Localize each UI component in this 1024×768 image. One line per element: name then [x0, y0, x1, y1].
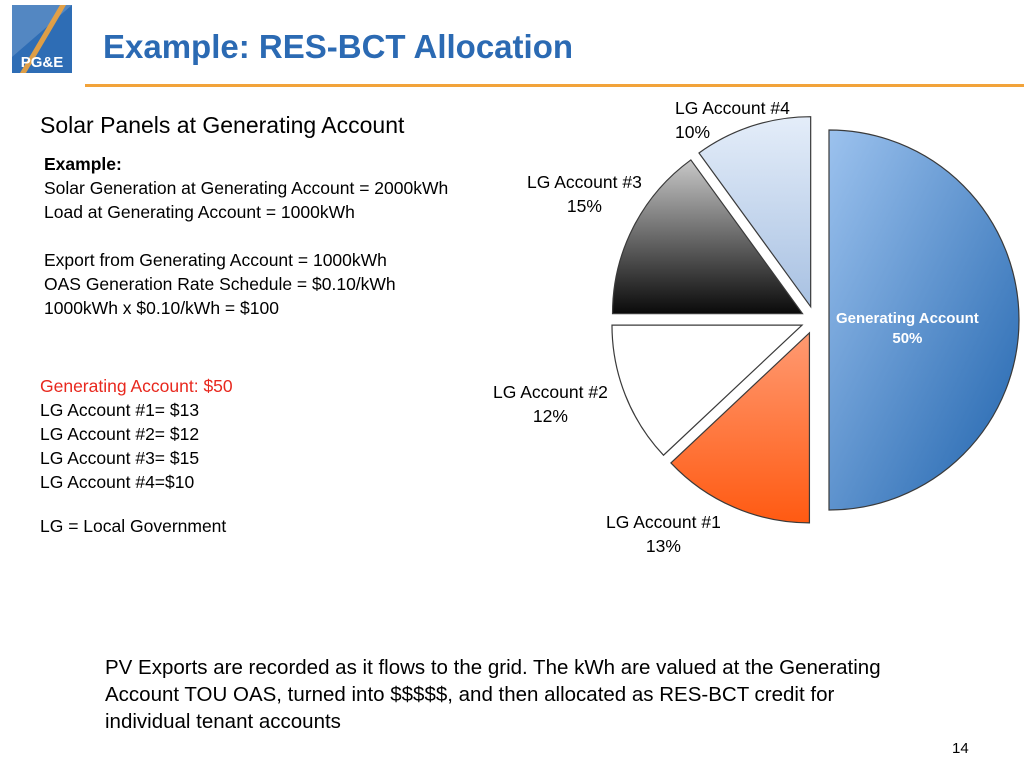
slice-value-text: 13% [645, 536, 681, 556]
slice-label-text: LG Account #4 [675, 98, 790, 118]
footer-note: PV Exports are recorded as it flows to t… [105, 656, 881, 733]
section-subtitle: Solar Panels at Generating Account [40, 112, 405, 138]
slice-label-text: LG Account #2 [493, 382, 608, 402]
logo-text: PG&E [21, 54, 64, 71]
example-line: Export from Generating Account = 1000kWh [44, 250, 387, 270]
slice-lg-account-4 [698, 116, 812, 309]
pge-logo: PG&E [12, 5, 72, 73]
example-block: Example: Solar Generation at Generating … [44, 152, 448, 320]
allocation-item: Generating Account: $50 [40, 376, 233, 396]
allocation-item: LG Account #2= $12 [40, 424, 200, 444]
title-divider [85, 84, 1024, 87]
allocation-item: LG Account #3= $15 [40, 448, 200, 468]
page-title: Example: RES-BCT Allocation [103, 28, 574, 65]
slice-value-text: 12% [532, 406, 568, 426]
slice-label-text: LG Account #3 [527, 172, 642, 192]
slice-value-text: 10% [675, 122, 711, 142]
slice-lg-account-1 [670, 331, 811, 524]
slice-label-text: LG Account #1 [606, 512, 721, 532]
slice-label-generating: Generating Account 50% [836, 309, 979, 349]
slice-label-lg4: LG Account #4 10% [675, 96, 790, 144]
page-number: 14 [952, 740, 969, 757]
example-line: 1000kWh x $0.10/kWh = $100 [44, 298, 279, 318]
slice-label-text: Generating Account [836, 310, 979, 327]
slice-value-text: 50% [892, 330, 923, 347]
slice-lg-account-2 [611, 324, 804, 457]
lg-definition: LG = Local Government [40, 516, 227, 536]
allocation-item: LG Account #1= $13 [40, 400, 200, 420]
allocation-list: Generating Account: $50 LG Account #1= $… [40, 374, 233, 494]
slice-label-lg3: LG Account #3 15% [527, 170, 642, 218]
example-heading: Example: [44, 154, 122, 174]
slice-generating-account [828, 129, 1020, 511]
allocation-item: LG Account #4=$10 [40, 472, 195, 492]
slice-label-lg2: LG Account #2 12% [493, 380, 608, 428]
example-line: OAS Generation Rate Schedule = $0.10/kWh [44, 274, 396, 294]
slice-label-lg1: LG Account #1 13% [606, 510, 721, 558]
example-line: Load at Generating Account = 1000kWh [44, 202, 355, 222]
slice-value-text: 15% [566, 196, 602, 216]
example-line: Solar Generation at Generating Account =… [44, 178, 449, 198]
slice-lg-account-3 [611, 159, 804, 315]
